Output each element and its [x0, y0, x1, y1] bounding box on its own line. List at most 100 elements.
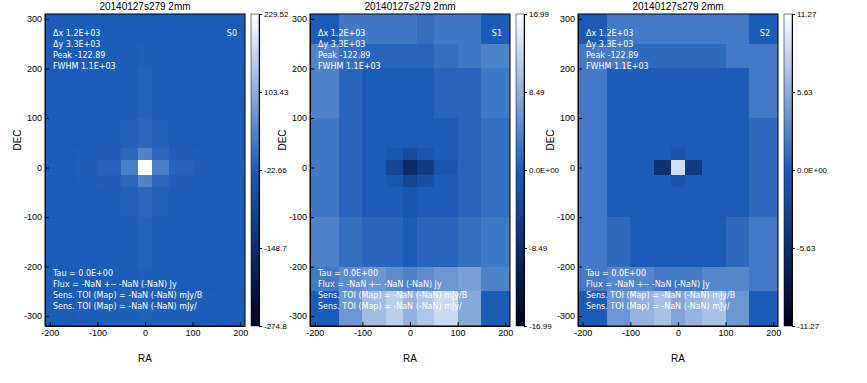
x-axis: -200-1000100200 [41, 322, 248, 338]
colorbar-tick-mark [524, 248, 527, 249]
heatmap-cell [193, 175, 217, 187]
heatmap-cell [138, 44, 152, 69]
heatmap-cell [152, 68, 169, 118]
heatmap-cell [216, 267, 245, 292]
x-axis-title: RA [403, 353, 417, 364]
heatmap-cell [362, 187, 386, 217]
annotation: Δy 3.3E+03 [318, 40, 365, 49]
heatmap-cell [685, 187, 702, 217]
x-tick-label: -100 [622, 328, 640, 338]
colorbar-tick-mark [792, 170, 795, 171]
heatmap-cell [339, 68, 363, 118]
colorbar-tick: 0.0E+00 [524, 166, 560, 175]
heatmap-cell [671, 160, 685, 175]
x-tick-label: 100 [451, 328, 466, 338]
colorbar-tick: 103.43 [259, 88, 289, 97]
heatmap-cell [685, 118, 702, 148]
y-tick-mark [310, 68, 314, 69]
heatmap-cell [671, 14, 685, 44]
y-tick-mark [310, 168, 314, 169]
heatmap-cell [434, 217, 458, 267]
x-axis-line [311, 326, 511, 327]
heatmap-cell [310, 175, 339, 187]
heatmap-cell [630, 68, 654, 118]
heatmap-cell [386, 187, 403, 217]
y-tick-mark [578, 168, 582, 169]
x-axis: -200-1000100200 [306, 322, 513, 338]
y-tick-mark [310, 316, 314, 317]
colorbar-tick-label: 103.43 [264, 88, 289, 97]
heatmap-cell [152, 14, 169, 44]
colorbar-tick-mark [259, 248, 262, 249]
colorbar-tick-mark [259, 14, 262, 15]
colorbar-tick-mark [524, 326, 527, 327]
heatmap-cell [702, 44, 726, 69]
annotation: FWHM 1.1E+03 [318, 62, 381, 71]
heatmap-cell [362, 118, 386, 148]
heatmap-cell [630, 187, 654, 217]
y-tick: 0 [302, 163, 314, 173]
colorbar-tick-mark [524, 92, 527, 93]
x-tick-mark [630, 322, 631, 326]
heatmap-cell [671, 148, 685, 160]
x-tick-label: 100 [719, 328, 734, 338]
heatmap-cell [386, 217, 403, 267]
y-tick: 200 [560, 64, 582, 74]
heatmap-cell [417, 217, 434, 267]
colorbar-tick: 5.63 [792, 88, 813, 97]
footer-note: Tau = 0.0E+00 [585, 269, 646, 278]
heatmap-cell [417, 68, 434, 118]
annotation: Δy 3.3E+03 [53, 40, 100, 49]
y-tick-mark [45, 267, 49, 268]
heatmap-cell [458, 187, 482, 217]
x-tick: 200 [498, 322, 513, 338]
stokes-label: S0 [227, 29, 237, 38]
heatmap-cell [121, 160, 138, 175]
y-tick-label: 100 [27, 113, 42, 123]
colorbar-tick-mark [259, 326, 262, 327]
heatmap-cell [434, 68, 458, 118]
colorbar-tick-mark [524, 170, 527, 171]
heatmap-cell [362, 14, 386, 44]
footer-note: Sens. TOI (Map) = -NaN (-NaN) mJy/B [318, 291, 467, 300]
annotation: Δx 1.2E+03 [586, 29, 633, 38]
y-tick-label: 0 [302, 163, 307, 173]
heatmap-cell [386, 148, 403, 160]
heatmap-cell [45, 148, 74, 160]
heatmap-cell [685, 217, 702, 267]
heatmap-cell [481, 187, 510, 217]
heatmap-cell [417, 160, 434, 175]
heatmap-cell [726, 14, 750, 44]
heatmap-cell [152, 217, 169, 267]
y-tick: -100 [24, 212, 49, 222]
colorbar-tick-mark [792, 248, 795, 249]
x-tick-mark [410, 322, 411, 326]
heatmap-cell [578, 217, 607, 267]
heatmap-cell [193, 148, 217, 160]
colorbar-tick: -5.63 [792, 244, 816, 253]
heatmap-cell [749, 175, 778, 187]
heatmap-cell [434, 160, 458, 175]
y-axis-line [578, 15, 579, 327]
x-tick-mark [458, 322, 459, 326]
heatmap-cell [74, 217, 98, 267]
heatmap-cells [578, 14, 778, 326]
heatmap-cell [362, 217, 386, 267]
heatmap-cell [403, 187, 417, 217]
x-tick-mark [145, 322, 146, 326]
x-tick: 100 [719, 322, 734, 338]
x-tick-label: 200 [498, 328, 513, 338]
heatmap-cell [458, 148, 482, 160]
heatmap-cell [481, 160, 510, 175]
heatmap-cell [749, 217, 778, 267]
y-tick-mark [578, 68, 582, 69]
heatmap-cell [138, 187, 152, 217]
colorbar-tick-label: -11.27 [797, 322, 820, 331]
footer-note: Sens. TOI (Map) = -NaN (-NaN) mJy/ [586, 302, 730, 311]
y-tick-label: 300 [27, 14, 42, 24]
heatmap-cell [193, 44, 217, 69]
heatmap-cell [138, 175, 152, 187]
y-axis-title: DEC [12, 129, 23, 150]
x-axis-title: RA [671, 353, 685, 364]
colorbar-tick-label: -16.99 [529, 322, 552, 331]
